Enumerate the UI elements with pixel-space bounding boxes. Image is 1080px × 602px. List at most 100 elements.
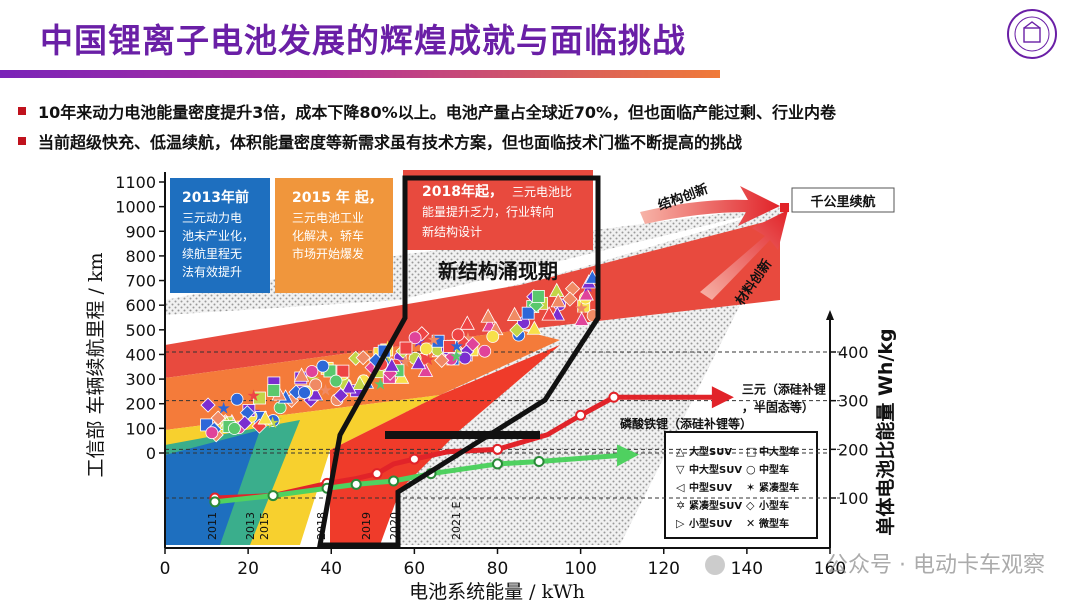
x-tick-label: 120 [648,559,680,579]
scatter-point: ★ [247,386,261,405]
y2-tick-label: 200 [838,440,869,459]
band-red [165,218,780,378]
legend-marker-icon: ◁ [676,481,685,494]
structure-innovation-arrow [640,186,780,226]
period-2015-label: 2015 年 起， [292,189,383,206]
legend-label: 小型SUV [688,517,732,530]
period-2015-desc: 化解决，轿车 [292,228,364,243]
scatter-point: ★ [318,380,332,399]
legend-marker-icon: ✡ [676,499,685,512]
target-box [791,187,895,213]
y2-axis-label: 单体电池比能量 Wh/kg [874,328,897,535]
bullet-text: 当前超级快充、低温续航，体积能量密度等新需求虽有技术方案，但也面临技术门槛不断提… [38,133,743,152]
scatter-point [531,289,545,303]
university-seal-icon [1007,9,1057,59]
ternary-series-point [492,443,503,455]
period-2018-label: 2018年起， [422,183,503,200]
watermark-text: 公众号 · 电动卡车观察 [826,553,1045,578]
ternary-series-label: 三元（添硅补锂 [742,381,826,396]
scatter-point [228,422,241,435]
wechat-icon [705,555,725,575]
y-tick-label: 800 [125,247,156,266]
ternary-series-point [371,468,383,480]
x-tick-label: 140 [731,559,763,579]
scatter-point [257,410,273,425]
bullet-item: 当前超级快充、低温续航，体积能量密度等新需求虽有技术方案，但也面临技术门槛不断提… [18,126,1078,156]
lfp-series-point [533,456,545,467]
legend-label: 紧凑型车 [759,481,799,494]
band-red-lower [330,345,560,545]
legend-marker-icon: ◇ [746,499,755,512]
page-title: 中国锂离子电池发展的辉煌成就与面临挑战 [40,21,686,60]
year-label: 2020 [388,512,401,540]
scatter-point [562,291,578,307]
title-underline [0,70,720,78]
scatter-point [465,336,481,352]
scatter-point [253,391,266,405]
y2-tick-label: 400 [838,343,869,362]
period-2018-desc: 新结构设计 [422,224,482,239]
period-2018-desc: 三元电池比 [512,185,572,199]
lfp-series-point [492,458,503,470]
scatter-point [305,365,319,378]
scatter-point [573,311,590,326]
x-tick-label: 20 [237,559,259,579]
y-tick-label: 1000 [115,198,156,217]
scatter-point [205,426,219,440]
period-2013-label: 2013年前 [182,189,249,206]
bullet-marker [18,137,26,145]
lfp-series-point [350,478,362,490]
scatter-point [541,306,557,321]
legend-marker-icon: ✕ [746,517,755,530]
scatter-point [210,410,226,426]
year-label: 2015 [258,512,271,540]
x-tick-label: 0 [160,559,171,579]
scatter-point [550,293,566,308]
scatter-point [408,331,422,345]
scatter-point [293,367,310,382]
year-label: 2021 E [450,502,463,540]
period-2013-box [170,178,270,293]
lfp-series-point [267,490,279,502]
scatter-point [459,315,475,330]
scatter-point [341,379,357,394]
period-2018-box [403,170,593,250]
scatter-point [578,286,594,301]
legend-label: 微型车 [758,517,789,530]
legend-marker-icon: ▽ [676,463,685,476]
bullet-item: 10年来动力电池能量密度提升3倍，成本下降80%以上。电池产量占全球近70%，但… [18,96,1078,126]
y-tick-label: 900 [125,222,156,241]
x-tick-label: 100 [564,559,596,579]
ternary-arrow-icon [711,386,734,409]
year-label: 2011 [206,512,219,540]
y-tick-label: 200 [125,395,156,414]
y2-axis-arrow-icon [826,310,834,320]
year-label: 2013 [244,512,257,540]
scatter-point [509,322,525,338]
scatter-point [329,374,343,388]
target-marker [780,203,789,212]
energy-range-chart: ★★★★★★★★★★★★★★★★★★★★★★ 02040608010012014… [85,170,1045,602]
legend-label: 中大型SUV [689,463,742,476]
scatter-point [480,308,496,323]
scatter-point: ★ [449,346,463,365]
lfp-series-label: 磷酸铁锂（添硅补锂等） [620,416,752,431]
ternary-series-point [608,391,620,403]
new-structure-highlight [317,175,601,548]
y2-tick-label: 300 [838,392,869,411]
y-tick-label: 1100 [115,173,156,192]
scatter-point [458,351,472,365]
x-tick-label: 60 [404,559,426,579]
bullet-list: 10年来动力电池能量密度提升3倍，成本下降80%以上。电池产量占全球近70%，但… [18,96,1078,156]
legend-label: 中型SUV [689,481,732,494]
y-tick-label: 300 [125,370,156,389]
period-2015-box [275,178,393,293]
scatter-point: ★ [421,350,435,369]
ternary-series-point [408,453,420,465]
scatter-point [419,342,433,356]
y-tick-label: 400 [125,345,156,364]
x-tick-label: 80 [487,559,509,579]
scatter-point [273,401,287,415]
period-2015-desc: 市场开始爆发 [292,246,364,261]
period-2013-desc: 续航里程无 [182,246,242,261]
